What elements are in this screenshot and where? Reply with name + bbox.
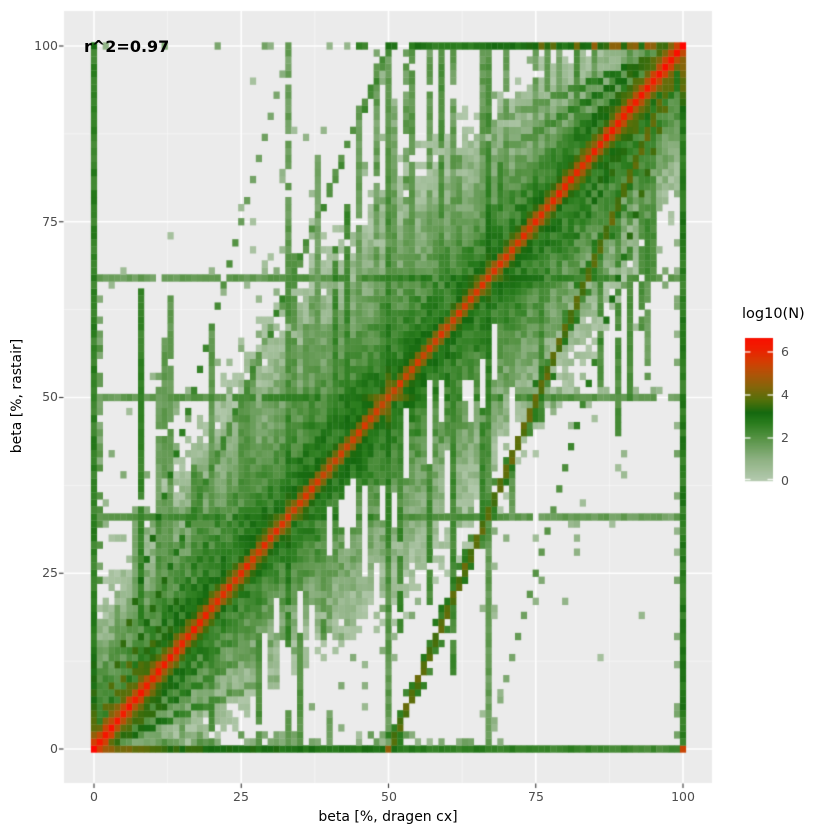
- heatmap-canvas: [0, 0, 840, 840]
- plot-figure: r^2=0.97 0 25 50 75 100 beta [%, dragen …: [0, 0, 840, 840]
- figure: { "annotation": { "text": "r^2=0.97" }, …: [0, 0, 840, 840]
